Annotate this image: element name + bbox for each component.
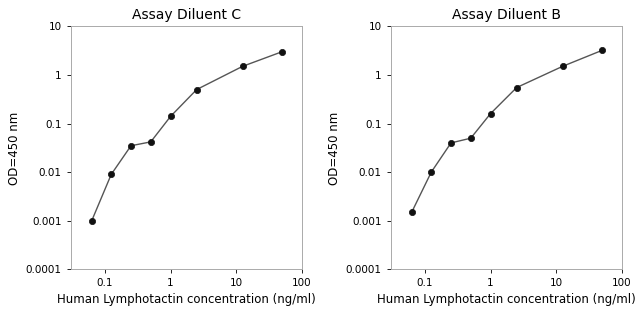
Y-axis label: OD=450 nm: OD=450 nm <box>8 111 21 185</box>
Y-axis label: OD=450 nm: OD=450 nm <box>328 111 341 185</box>
X-axis label: Human Lymphotactin concentration (ng/ml): Human Lymphotactin concentration (ng/ml) <box>377 293 636 306</box>
X-axis label: Human Lymphotactin concentration (ng/ml): Human Lymphotactin concentration (ng/ml) <box>57 293 316 306</box>
Title: Assay Diluent C: Assay Diluent C <box>132 8 241 22</box>
Title: Assay Diluent B: Assay Diluent B <box>452 8 561 22</box>
